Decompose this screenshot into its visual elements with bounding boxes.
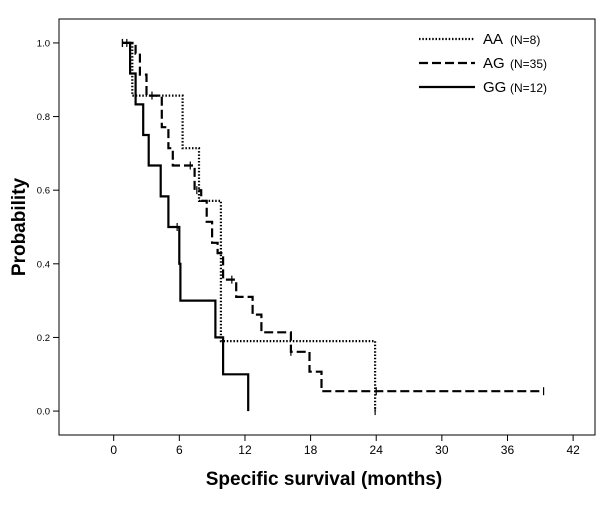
y-tick-label: 0.8 xyxy=(37,112,50,123)
plot-frame xyxy=(58,18,596,436)
y-tick-label: 1.0 xyxy=(37,38,50,49)
x-axis: 0 6 12 18 24 30 36 42 xyxy=(110,435,580,457)
x-tick-label: 24 xyxy=(370,443,384,457)
series-layer xyxy=(122,41,544,412)
x-tick-label: 0 xyxy=(110,443,117,457)
x-tick-label: 12 xyxy=(238,443,252,457)
y-tick-label: 0.0 xyxy=(37,407,50,418)
censor-layer xyxy=(121,38,545,416)
x-tick-label: 42 xyxy=(566,443,580,457)
legend-count-aa: (N=8) xyxy=(510,33,540,47)
legend: AA (N=8) AG (N=35) GG (N=12) xyxy=(419,31,547,96)
legend-label-ag: AG xyxy=(483,55,505,72)
series-line-aa xyxy=(122,41,377,412)
x-axis-title: Specific survival (months) xyxy=(206,469,443,490)
y-tick-label: 0.2 xyxy=(37,333,50,344)
y-tick-label: 0.6 xyxy=(37,186,50,197)
x-tick-label: 30 xyxy=(435,443,449,457)
y-axis: 0.0 0.2 0.4 0.6 0.8 1.0 xyxy=(37,38,59,418)
x-tick-label: 18 xyxy=(304,443,318,457)
legend-label-gg: GG xyxy=(483,79,506,96)
x-tick-label: 6 xyxy=(176,443,183,457)
legend-count-ag: (N=35) xyxy=(510,57,547,71)
series-line-gg xyxy=(122,41,250,412)
legend-label-aa: AA xyxy=(483,31,503,48)
legend-count-gg: (N=12) xyxy=(510,81,547,95)
y-tick-label: 0.4 xyxy=(37,259,50,270)
series-line-ag xyxy=(124,41,544,393)
y-axis-title: Probability xyxy=(9,177,30,276)
x-tick-label: 36 xyxy=(501,443,515,457)
